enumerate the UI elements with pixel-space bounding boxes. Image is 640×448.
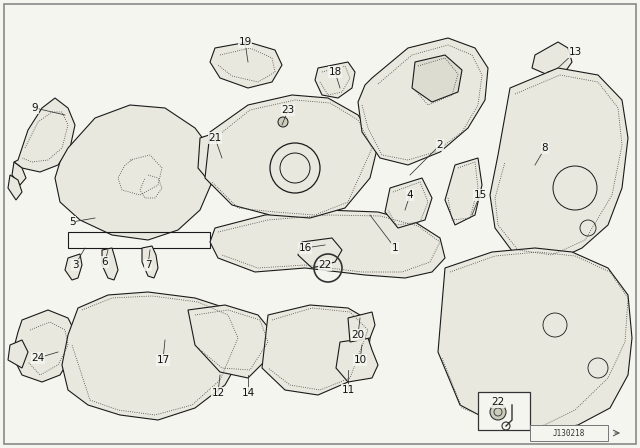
Text: 15: 15 (474, 190, 486, 200)
Circle shape (278, 117, 288, 127)
Polygon shape (228, 148, 242, 175)
Polygon shape (210, 42, 282, 88)
Text: 20: 20 (351, 330, 365, 340)
Polygon shape (12, 162, 26, 185)
Text: 4: 4 (406, 190, 413, 200)
Bar (530, 425, 608, 441)
Polygon shape (336, 338, 378, 382)
Circle shape (490, 404, 506, 420)
Polygon shape (210, 210, 445, 278)
Polygon shape (262, 305, 372, 395)
Text: 23: 23 (282, 105, 294, 115)
Text: 1: 1 (392, 243, 398, 253)
Text: 12: 12 (211, 388, 225, 398)
Polygon shape (412, 55, 462, 102)
Text: 6: 6 (102, 257, 108, 267)
Polygon shape (532, 42, 572, 75)
Text: 10: 10 (353, 355, 367, 365)
Text: 16: 16 (298, 243, 312, 253)
Text: 19: 19 (238, 37, 252, 47)
Text: 5: 5 (68, 217, 76, 227)
Polygon shape (14, 98, 75, 172)
Bar (478, 392, 530, 430)
Polygon shape (490, 68, 628, 262)
Polygon shape (142, 246, 158, 278)
Text: 3: 3 (72, 260, 78, 270)
Polygon shape (198, 132, 228, 185)
Polygon shape (315, 62, 355, 98)
Polygon shape (8, 340, 28, 368)
Polygon shape (12, 310, 75, 382)
Text: 22: 22 (492, 397, 504, 407)
Text: 24: 24 (31, 353, 45, 363)
Polygon shape (55, 105, 215, 240)
Text: 17: 17 (156, 355, 170, 365)
Polygon shape (8, 175, 22, 200)
Text: 21: 21 (209, 133, 221, 143)
Text: 22: 22 (318, 260, 332, 270)
Text: 8: 8 (541, 143, 548, 153)
Text: 13: 13 (568, 47, 582, 57)
Polygon shape (188, 305, 272, 378)
Polygon shape (62, 292, 245, 420)
Polygon shape (298, 238, 342, 268)
Text: 7: 7 (145, 260, 151, 270)
Polygon shape (358, 38, 488, 165)
Polygon shape (438, 248, 632, 432)
Polygon shape (445, 158, 482, 225)
Text: 11: 11 (341, 385, 355, 395)
Polygon shape (205, 95, 378, 218)
Polygon shape (548, 70, 558, 84)
Text: J130218: J130218 (553, 428, 585, 438)
Text: 9: 9 (32, 103, 38, 113)
Text: 2: 2 (436, 140, 444, 150)
Text: 18: 18 (328, 67, 342, 77)
Polygon shape (102, 248, 118, 280)
Polygon shape (558, 70, 568, 84)
Polygon shape (348, 312, 375, 342)
Polygon shape (385, 178, 432, 228)
Polygon shape (278, 108, 295, 130)
Text: 14: 14 (241, 388, 255, 398)
Polygon shape (65, 254, 82, 280)
